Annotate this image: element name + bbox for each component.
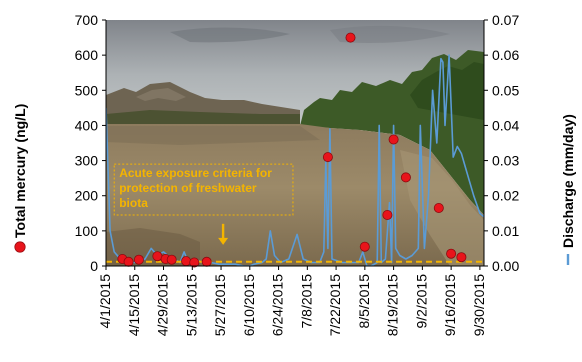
mercury-point: [133, 254, 144, 265]
mercury-point: [359, 241, 370, 252]
y-axis-label: Total mercury (ng/L): [12, 104, 28, 238]
mercury-point: [456, 252, 467, 263]
mercury-point: [166, 254, 177, 265]
mercury-point: [322, 152, 333, 163]
axes: 0 100 200 300 400 500 600 700 0.00 0.01 0.02 0.03 0.…: [75, 12, 520, 336]
y-tick-label: 500: [75, 82, 99, 98]
x-tick-label: 5/13/2015: [183, 274, 199, 336]
mercury-point: [388, 134, 399, 145]
right-axis-title: Discharge (mm/day): [560, 114, 576, 265]
left-axis-title: Total mercury (ng/L): [12, 104, 28, 253]
x-tick-label: 6/24/2015: [270, 274, 286, 336]
annotation-label-line: Acute exposure criteria for: [119, 166, 272, 180]
x-tick-label: 4/29/2015: [155, 274, 171, 336]
threshold-arrow-head: [218, 237, 229, 245]
annotation-label-line: biota: [119, 196, 148, 210]
y-tick-label: 100: [75, 223, 99, 239]
mercury-point: [345, 32, 356, 43]
y2-tick-label: 0.01: [492, 223, 519, 239]
x-tick-label: 5/27/2015: [212, 274, 228, 336]
mercury-point: [400, 172, 411, 183]
mercury-point: [201, 256, 212, 267]
x-tick-label: 8/19/2015: [385, 274, 401, 336]
y2-tick-label: 0.04: [492, 117, 519, 133]
foreground-mud: [106, 228, 200, 266]
x-tick-label: 7/8/2015: [298, 274, 314, 329]
annotation-label-line: protection of freshwater: [119, 181, 257, 195]
x-tick-label: 9/16/2015: [442, 274, 458, 336]
x-tick-label: 4/15/2015: [126, 274, 142, 336]
mercury-series: [117, 32, 467, 268]
bluff-highlight: [136, 88, 186, 101]
y2-tick-label: 0.03: [492, 153, 519, 169]
x-tick-label: 9/2/2015: [413, 274, 429, 329]
cloud: [330, 25, 450, 43]
x-tick-label: 9/30/2015: [471, 274, 487, 336]
discharge-series: [106, 54, 484, 266]
mercury-point: [446, 248, 457, 259]
mercury-point: [382, 209, 393, 220]
x-tick-label: 7/22/2015: [327, 274, 343, 336]
x-tick-label: 6/10/2015: [241, 274, 257, 336]
discharge-line: [106, 54, 484, 266]
cloud: [170, 27, 290, 43]
mercury-point: [433, 202, 444, 213]
y-tick-label: 0: [90, 258, 98, 274]
y-tick-label: 600: [75, 47, 99, 63]
y-tick-label: 400: [75, 117, 99, 133]
y-tick-label: 200: [75, 188, 99, 204]
annotation-box: [113, 163, 294, 216]
y2-tick-label: 0.02: [492, 188, 519, 204]
y-tick-label: 300: [75, 153, 99, 169]
y-tick-label: 700: [75, 12, 99, 28]
x-tick-label: 8/5/2015: [356, 274, 372, 329]
mercury-point: [189, 257, 200, 268]
y2-tick-label: 0.00: [492, 258, 519, 274]
river: [106, 124, 484, 266]
y2-axis-label: Discharge (mm/day): [560, 114, 576, 248]
mercury-legend-marker: [14, 241, 26, 253]
river-reflection: [106, 126, 320, 145]
y2-tick-label: 0.07: [492, 12, 519, 28]
y2-tick-label: 0.05: [492, 82, 519, 98]
x-tick-label: 4/1/2015: [97, 274, 113, 329]
y2-tick-label: 0.06: [492, 47, 519, 63]
background-photo: [106, 20, 484, 266]
mercury-point: [181, 256, 192, 267]
mercury-point: [123, 256, 134, 267]
shoreline-vegetation: [106, 110, 300, 124]
